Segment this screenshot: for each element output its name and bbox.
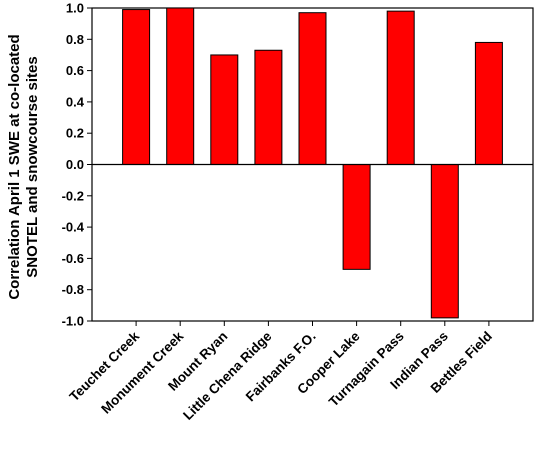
bar-7 bbox=[430, 164, 459, 319]
bar-3 bbox=[254, 49, 283, 166]
y-tick-label-0: -1.0 bbox=[62, 314, 84, 329]
bar-0 bbox=[122, 9, 151, 165]
y-tick-label-7: 0.4 bbox=[66, 94, 85, 109]
y-tick-label-8: 0.6 bbox=[66, 63, 84, 78]
y-tick-label-2: -0.6 bbox=[62, 251, 84, 266]
x-category-label-6: Turnagain Pass bbox=[326, 329, 407, 410]
y-tick-label-5: 0.0 bbox=[66, 157, 84, 172]
y-axis-title-line-2: SNOTEL and snowcourse sites bbox=[24, 56, 41, 277]
y-axis-title-line-1: Correlation April 1 SWE at co-located bbox=[6, 34, 23, 299]
y-tick-label-10: 1.0 bbox=[66, 1, 84, 16]
bar-5 bbox=[342, 164, 371, 270]
y-tick-label-4: -0.2 bbox=[62, 188, 84, 203]
y-tick-label-3: -0.4 bbox=[62, 220, 85, 235]
bar-8 bbox=[474, 41, 503, 165]
x-category-label-1: Monument Creek bbox=[98, 328, 186, 416]
bar-6 bbox=[386, 10, 415, 165]
y-tick-label-1: -0.8 bbox=[62, 282, 84, 297]
bar-4 bbox=[298, 12, 327, 165]
bar-2 bbox=[210, 54, 239, 166]
bar-1 bbox=[166, 7, 195, 165]
y-tick-label-9: 0.8 bbox=[66, 32, 84, 47]
y-tick-label-6: 0.2 bbox=[66, 126, 84, 141]
